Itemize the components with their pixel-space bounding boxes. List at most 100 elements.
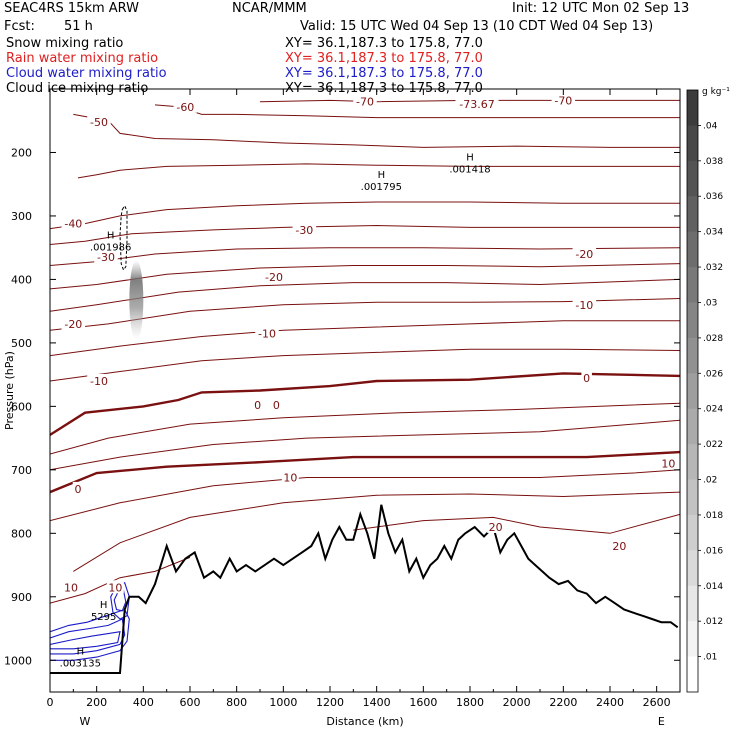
x-tick-label-2: 400 [133, 696, 154, 709]
x-tick-label-11: 2200 [549, 696, 577, 709]
contour-label-0: -70 [356, 96, 374, 109]
colorbar-segment-0 [687, 90, 698, 126]
isotherm-12 [50, 372, 680, 436]
east-label: E [658, 715, 665, 728]
colorbar-segment-3 [687, 196, 698, 233]
contour-label-23: 10 [108, 581, 122, 594]
cloud-water-contour-2 [50, 631, 121, 650]
colorbar-segment-14 [687, 585, 698, 622]
contour-label-bg-16 [271, 398, 282, 412]
x-tick-label-0: 0 [47, 696, 54, 709]
isotherm-4 [50, 201, 680, 230]
contour-label-15: 0 [254, 399, 261, 412]
high-symbol-3: H [100, 600, 108, 611]
field-label-rain: Rain water mixing ratio [6, 51, 159, 66]
colorbar-tick-label-3: .034 [703, 228, 723, 238]
colorbar-segment-9 [687, 408, 698, 445]
org-label: NCAR/MMM [232, 1, 307, 16]
colorbar: .04 .038 .036 .034 .032 .03 .028 .026 .024 .022 .0… [686, 87, 730, 693]
contour-label-bg-13 [87, 373, 111, 387]
contour-label-bg-17 [72, 481, 84, 495]
high-symbol-1: H [466, 152, 474, 163]
cloud-water-contour-0 [50, 608, 130, 661]
isotherm-14 [50, 419, 680, 471]
contour-label-17: 0 [75, 483, 82, 496]
x-tick-label-9: 1800 [456, 696, 484, 709]
colorbar-tick-label-15: .01 [703, 653, 717, 663]
colorbar-tick-label-9: .022 [703, 440, 723, 450]
fcst-value: 51 h [64, 19, 93, 34]
high-value-2: .001986 [90, 243, 131, 254]
isotherm-9 [50, 298, 680, 331]
y-axis-label: Pressure (hPa) [3, 351, 16, 430]
isotherm-19 [50, 556, 191, 604]
colorbar-segment-15 [687, 621, 698, 658]
colorbar-segment-5 [687, 267, 698, 303]
colorbar-segment-10 [687, 444, 698, 481]
west-label: W [80, 715, 91, 728]
isotherm-18 [353, 513, 680, 534]
high-value-4: .003135 [60, 658, 101, 669]
colorbar-tick-label-5: .03 [703, 298, 717, 308]
y-tick-label-5: 700 [11, 464, 32, 477]
colorbar-segment-11 [687, 479, 698, 516]
x-tick-label-1: 200 [86, 696, 107, 709]
field-label-cloud-water: Cloud water mixing ratio [6, 66, 167, 81]
colorbar-tick-label-4: .032 [703, 263, 723, 273]
y-tick-label-4: 600 [11, 400, 32, 413]
isotherm-0 [259, 99, 680, 103]
colorbar-frame [686, 89, 699, 693]
y-tick-label-3: 500 [11, 337, 32, 350]
contour-label-11: -10 [575, 299, 593, 312]
isotherm-7 [50, 263, 680, 290]
contour-label-bg-19 [659, 456, 677, 470]
axes: 0 200 400 600 800 1000 1200 1400 1600 1800 2000 220… [3, 88, 681, 728]
valid-time: Valid: 15 UTC Wed 04 Sep 13 (10 CDT Wed … [300, 19, 654, 34]
isotherm-15 [50, 450, 680, 494]
x-tick-label-4: 800 [226, 696, 247, 709]
contour-label-21: 20 [612, 540, 626, 553]
colorbar-segment-8 [687, 373, 698, 410]
isotherm-3 [77, 163, 680, 179]
colorbar-tick-label-11: .018 [703, 511, 723, 521]
contour-label-18: 10 [283, 471, 297, 484]
contour-label-bg-4 [87, 115, 111, 129]
contour-label-4: -50 [90, 116, 108, 129]
colorbar-tick-label-6: .028 [703, 334, 723, 344]
high-symbol-0: H [378, 170, 386, 181]
plot-frame [49, 88, 681, 693]
contour-label-bg-12 [255, 326, 279, 340]
high-value-1: .001418 [449, 164, 490, 175]
contour-label-bg-20 [487, 519, 505, 533]
x-tick-label-6: 1200 [316, 696, 344, 709]
colorbar-tick-label-8: .024 [703, 405, 723, 415]
fcst-label: Fcst: [4, 19, 35, 34]
x-tick-label-5: 1000 [269, 696, 297, 709]
x-tick-label-10: 2000 [503, 696, 531, 709]
y-tick-label-7: 900 [11, 591, 32, 604]
contour-label-2: -70 [554, 94, 572, 107]
init-time: Init: 12 UTC Mon 02 Sep 13 [512, 1, 690, 16]
contour-label-10: -20 [64, 318, 82, 331]
contour-label-3: -60 [176, 101, 194, 114]
contour-label-14: 0 [583, 372, 590, 385]
colorbar-segment-16 [687, 656, 698, 693]
x-tick-label-3: 600 [180, 696, 201, 709]
contour-label-bg-0 [353, 94, 377, 108]
isotherm-2 [73, 113, 680, 148]
colorbar-tick-label-14: .012 [703, 617, 723, 627]
isotherm-13 [50, 402, 680, 455]
y-tick-label-2: 400 [11, 273, 32, 286]
colorbar-tick-label-10: .02 [703, 476, 717, 486]
colorbar-segment-12 [687, 514, 698, 551]
high-symbol-4: H [77, 646, 85, 657]
contour-label-bg-9 [262, 269, 286, 283]
isotherm-10 [50, 320, 680, 357]
contour-label-bg-18 [281, 470, 299, 484]
contour-label-bg-3 [173, 99, 198, 113]
colorbar-tick-label-12: .016 [703, 546, 723, 556]
contour-label-16: 0 [273, 399, 280, 412]
isotherm-17 [73, 491, 680, 572]
contour-label-bg-10 [61, 316, 86, 330]
